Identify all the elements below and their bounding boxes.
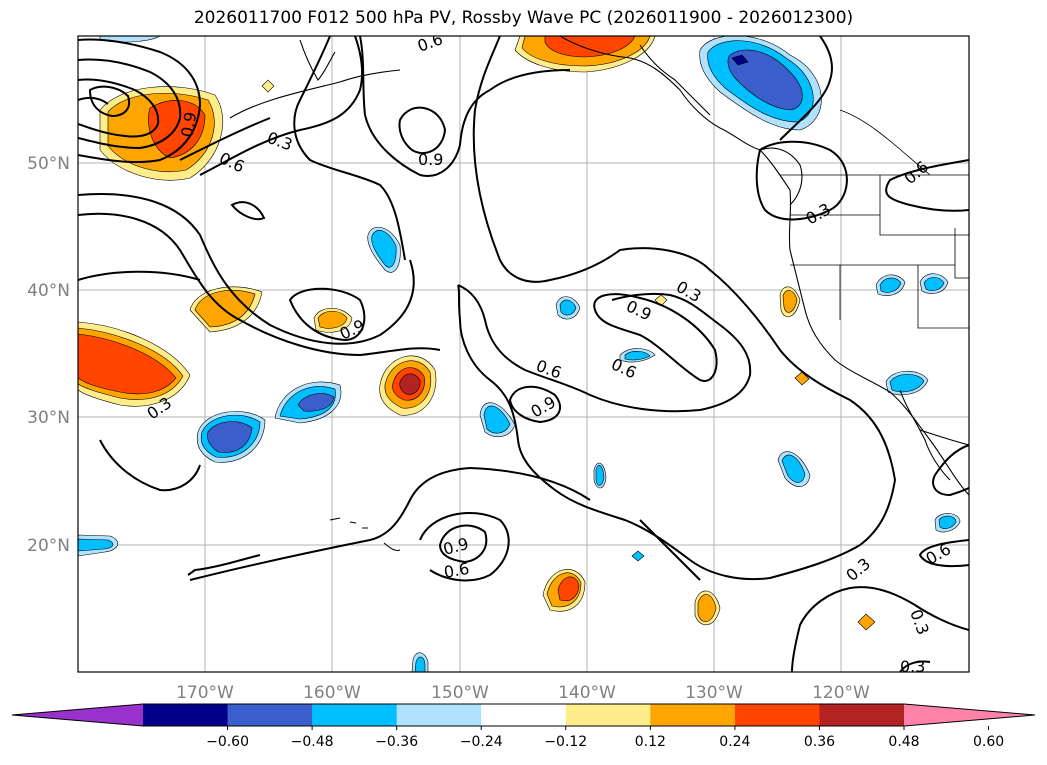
colorbar-tick-label: 0.48: [888, 734, 919, 750]
contour-label: 0.9: [177, 110, 200, 138]
colorbar-segment: [650, 704, 736, 726]
lat-label-40n: 40°N: [27, 281, 70, 301]
colorbar-segment: [819, 704, 905, 726]
negative-anomalies: [78, 36, 961, 672]
colorbar-segment: [565, 704, 651, 726]
positive-anomalies: [78, 36, 876, 631]
colorbar-tick-label: 0.24: [719, 734, 750, 750]
colorbar-tick-label: −0.36: [375, 734, 418, 750]
lon-label-120w: 120°W: [812, 683, 870, 703]
colorbar-tick-label: 0.60: [973, 734, 1004, 750]
colorbar-extend-max: [904, 704, 1035, 726]
colorbar-segment: [396, 704, 482, 726]
colorbar-tick-label: 0.36: [804, 734, 835, 750]
longitude-labels: 170°W 160°W 150°W 140°W 130°W 120°W: [176, 683, 870, 703]
colorbar-tick-label: 0.12: [635, 734, 666, 750]
lat-label-50n: 50°N: [27, 154, 70, 174]
colorbar-tick-label: −0.24: [460, 734, 503, 750]
coastlines: [229, 36, 969, 552]
lat-label-20n: 20°N: [27, 536, 70, 556]
pv-contours: [78, 36, 969, 672]
colorbar-extend-min: [12, 704, 143, 726]
contour-label: 0.6: [442, 559, 470, 582]
lon-label-130w: 130°W: [685, 683, 743, 703]
lon-label-170w: 170°W: [176, 683, 234, 703]
map-title: 2026011700 F012 500 hPa PV, Rossby Wave …: [193, 8, 854, 28]
lon-label-140w: 140°W: [558, 683, 616, 703]
map-frame: [77, 35, 970, 673]
contour-label: 0.3: [900, 657, 925, 676]
colorbar: −0.60 −0.48 −0.36 −0.24 −0.12 0.12 0.24 0.36 0.4…: [11, 703, 1036, 750]
colorbar-segment: [143, 704, 229, 726]
colorbar-segment: [312, 704, 398, 726]
colorbar-segment: [227, 704, 313, 726]
latitude-labels: 50°N 40°N 30°N 20°N: [27, 154, 70, 556]
contour-label: 0.9: [418, 150, 443, 169]
lat-label-30n: 30°N: [27, 408, 70, 428]
political-borders: [780, 109, 969, 329]
map-panel: [78, 36, 969, 672]
colorbar-segment: [734, 704, 820, 726]
lon-label-160w: 160°W: [303, 683, 361, 703]
colorbar-tick-label: −0.60: [206, 734, 249, 750]
colorbar-segment: [481, 704, 567, 726]
colorbar-tick-label: −0.12: [544, 734, 587, 750]
lon-label-150w: 150°W: [431, 683, 489, 703]
colorbar-tick-label: −0.48: [291, 734, 334, 750]
colorbar-outline: [11, 703, 1036, 727]
